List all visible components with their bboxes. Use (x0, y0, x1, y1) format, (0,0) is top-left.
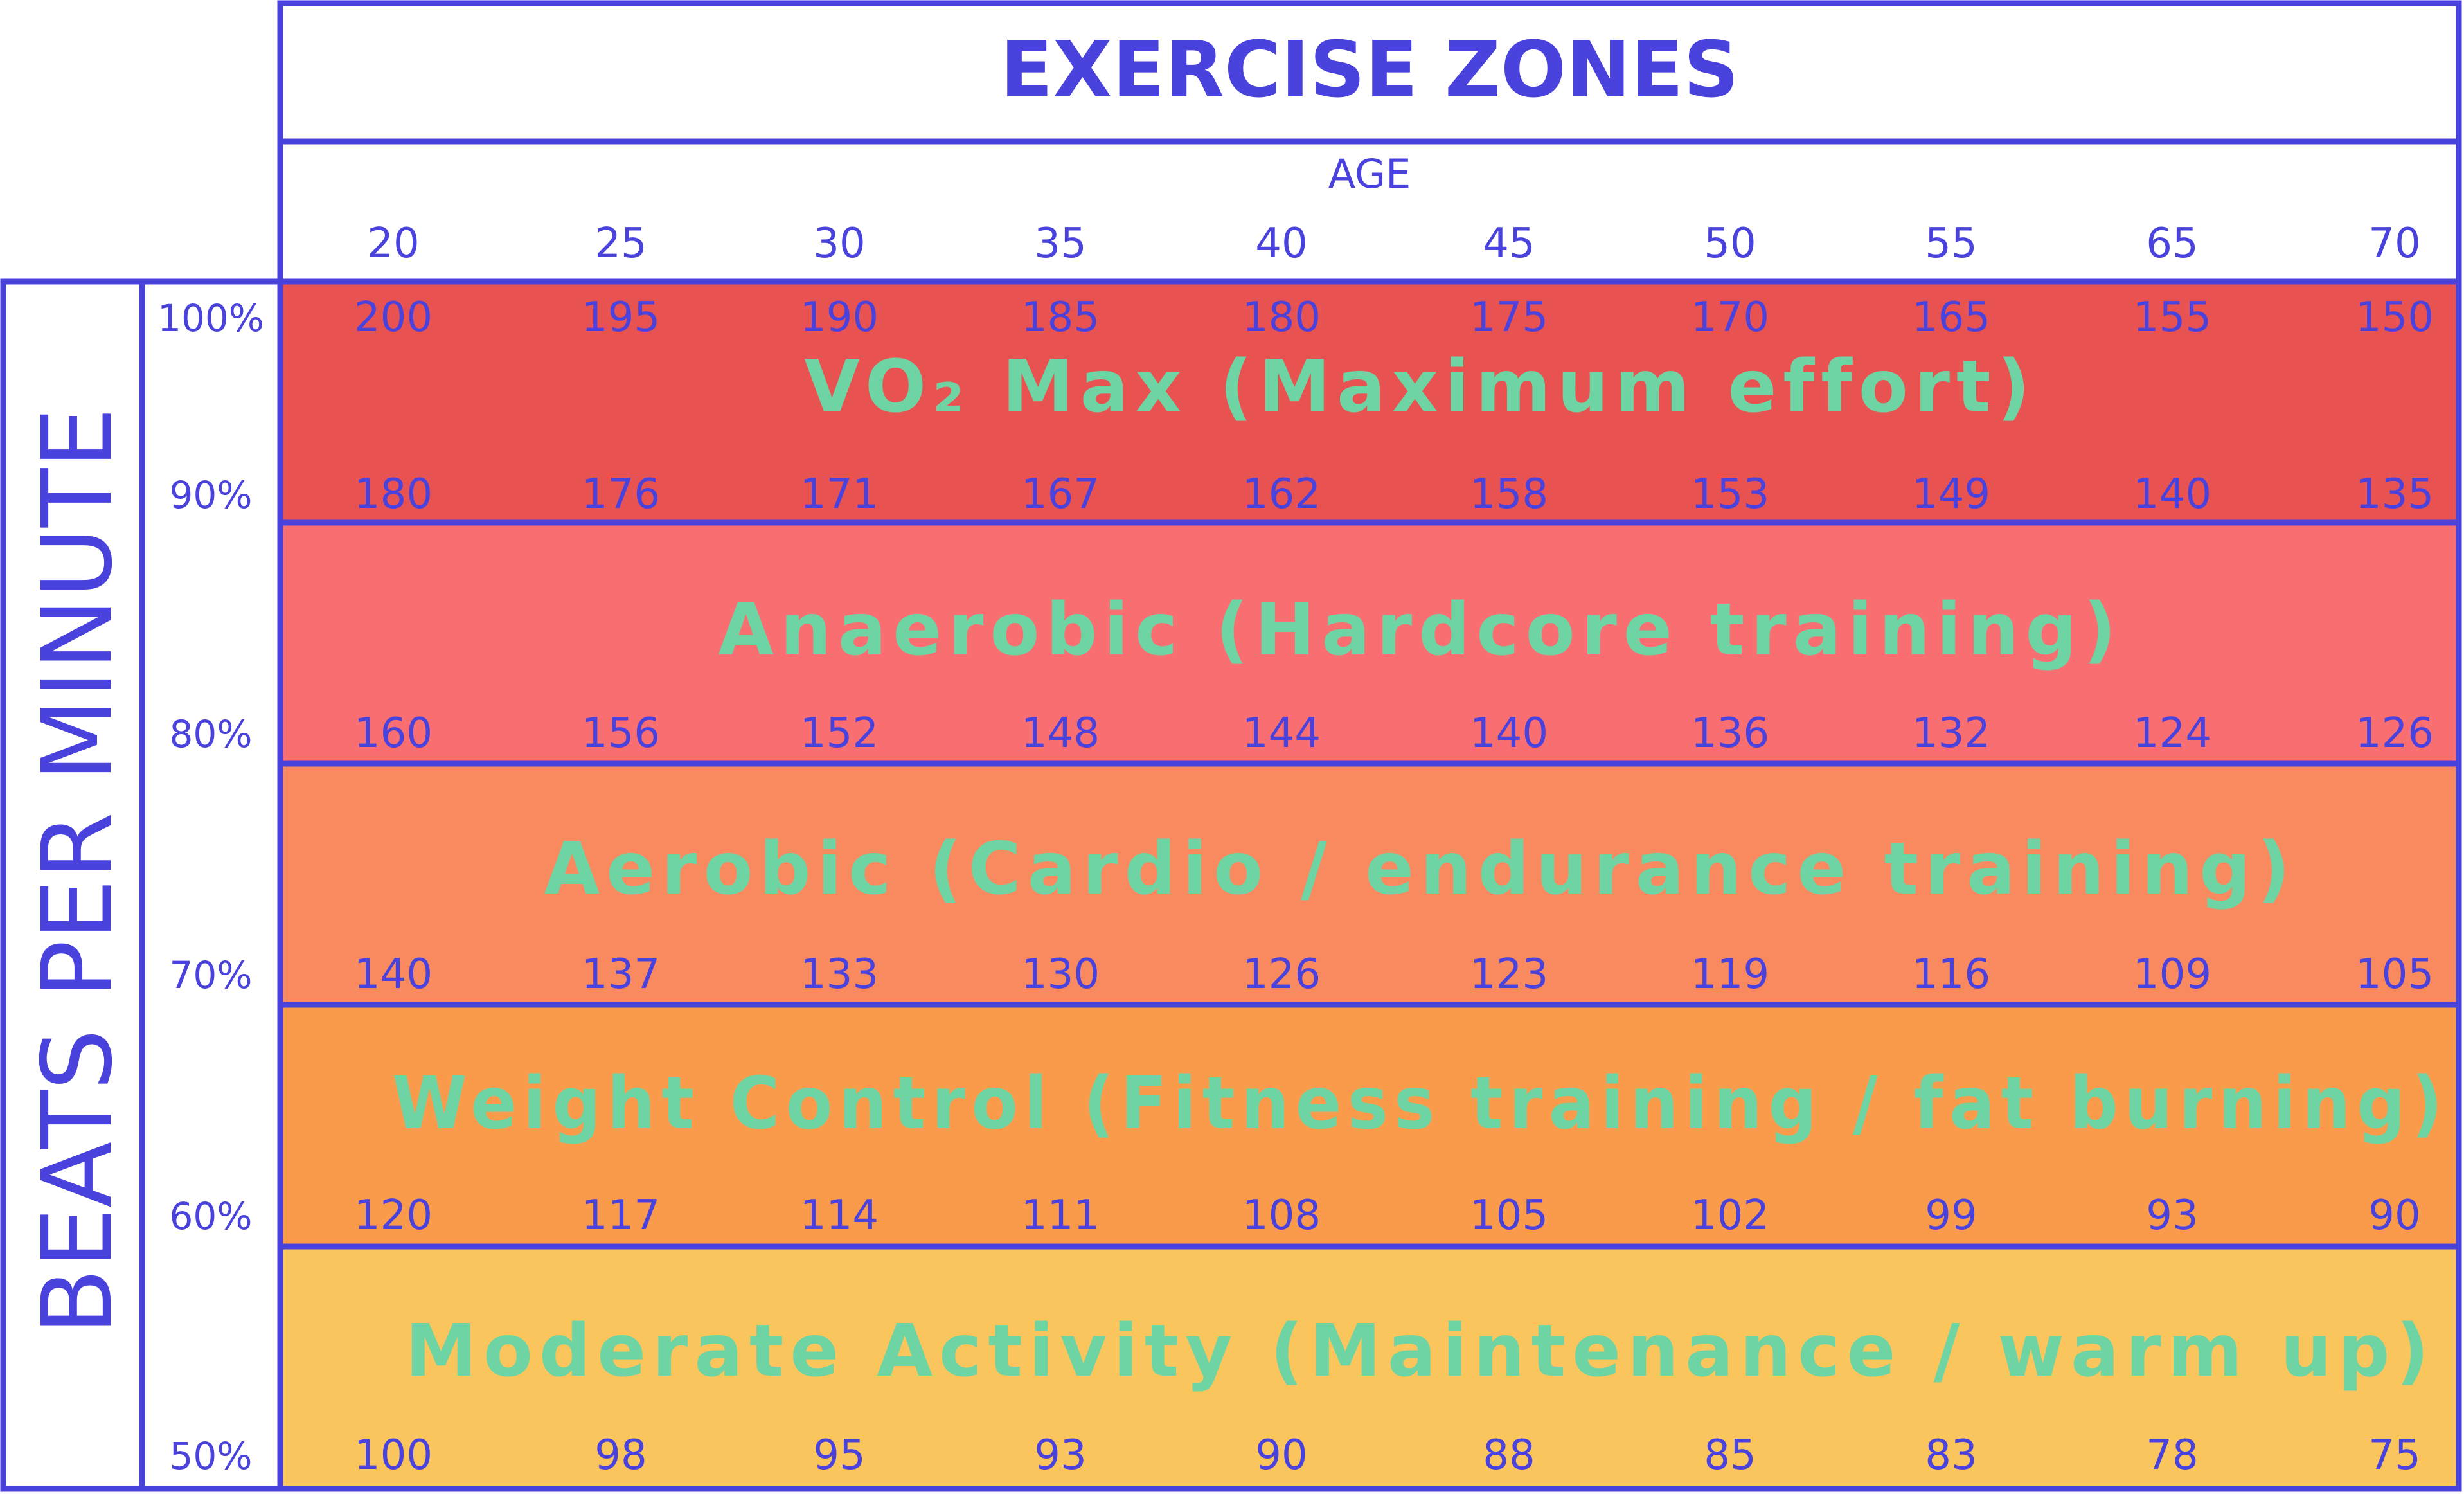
bpm-value: 105 (1470, 1192, 1548, 1239)
bpm-value: 180 (1242, 294, 1321, 341)
bpm-value: 120 (354, 1192, 433, 1239)
y-axis-label: BEATS PER MINUTE (22, 408, 134, 1335)
bpm-value: 111 (1021, 1192, 1100, 1239)
bpm-value: 152 (800, 710, 879, 757)
age-header-box (277, 138, 2462, 285)
bpm-value: 108 (1242, 1192, 1321, 1239)
bpm-value: 85 (1704, 1432, 1756, 1479)
bpm-value: 100 (354, 1432, 433, 1479)
bpm-value: 165 (1912, 294, 1990, 341)
bpm-value: 180 (354, 471, 433, 518)
bpm-value: 105 (2355, 951, 2434, 998)
bpm-value: 158 (1470, 471, 1548, 518)
bpm-value: 155 (2133, 294, 2211, 341)
bpm-value: 185 (1021, 294, 1100, 341)
bpm-value: 119 (1691, 951, 1769, 998)
age-tick-label: 70 (2368, 220, 2420, 267)
bpm-value: 83 (1925, 1432, 1977, 1479)
bpm-value: 149 (1912, 471, 1990, 518)
bpm-value: 90 (1255, 1432, 1307, 1479)
age-tick-label: 65 (2146, 220, 2198, 267)
bpm-value: 132 (1912, 710, 1990, 757)
bpm-value: 175 (1470, 294, 1548, 341)
zone-band (277, 519, 2462, 767)
bpm-value: 98 (594, 1432, 647, 1479)
percent-label: 60% (170, 1194, 253, 1238)
percent-label: 90% (170, 473, 253, 517)
percent-label: 80% (170, 712, 253, 756)
y-axis-label-box (0, 278, 145, 1492)
age-tick-label: 45 (1483, 220, 1535, 267)
zone-band (277, 278, 2462, 526)
bpm-value: 90 (2368, 1192, 2420, 1239)
zone-label: Aerobic (Cardio / endurance training) (544, 827, 2297, 911)
x-axis-label: AGE (1328, 150, 1411, 197)
age-tick-label: 20 (367, 220, 419, 267)
zone-band (277, 760, 2462, 1008)
age-tick-label: 50 (1704, 220, 1756, 267)
bpm-value: 136 (1691, 710, 1769, 757)
bpm-value: 88 (1483, 1432, 1535, 1479)
age-tick-label: 35 (1034, 220, 1086, 267)
bpm-value: 170 (1691, 294, 1769, 341)
bpm-value: 160 (354, 710, 433, 757)
bpm-value: 124 (2133, 710, 2211, 757)
percent-label: 50% (170, 1434, 253, 1478)
bpm-value: 93 (2146, 1192, 2198, 1239)
bpm-value: 126 (2355, 710, 2434, 757)
zone-label: Weight Control (Fitness training / fat b… (392, 1062, 2449, 1146)
bpm-value: 95 (813, 1432, 865, 1479)
bpm-value: 176 (582, 471, 660, 518)
bpm-value: 195 (582, 294, 660, 341)
age-tick-label: 30 (813, 220, 865, 267)
bpm-value: 167 (1021, 471, 1100, 518)
bpm-value: 171 (800, 471, 879, 518)
bpm-value: 140 (2133, 471, 2211, 518)
bpm-value: 140 (1470, 710, 1548, 757)
bpm-value: 190 (800, 294, 879, 341)
bpm-value: 137 (582, 951, 660, 998)
age-tick-label: 55 (1925, 220, 1977, 267)
bpm-value: 114 (800, 1192, 879, 1239)
bpm-value: 116 (1912, 951, 1990, 998)
bpm-value: 133 (800, 951, 879, 998)
bpm-value: 109 (2133, 951, 2211, 998)
zone-label: Anaerobic (Hardcore training) (718, 588, 2122, 672)
bpm-value: 93 (1034, 1432, 1086, 1479)
zone-label: Moderate Activity (Maintenance / warm up… (406, 1310, 2436, 1393)
bpm-value: 102 (1691, 1192, 1769, 1239)
percent-column-box (139, 278, 283, 1492)
bpm-value: 156 (582, 710, 660, 757)
zone-label: VO₂ Max (Maximum effort) (804, 345, 2037, 429)
bpm-value: 150 (2355, 294, 2434, 341)
bpm-value: 135 (2355, 471, 2434, 518)
bpm-value: 123 (1470, 951, 1548, 998)
bpm-value: 130 (1021, 951, 1100, 998)
percent-label: 70% (170, 953, 253, 997)
bpm-value: 75 (2368, 1432, 2420, 1479)
bpm-value: 117 (582, 1192, 660, 1239)
bpm-value: 126 (1242, 951, 1321, 998)
age-tick-label: 25 (594, 220, 647, 267)
bpm-value: 144 (1242, 710, 1321, 757)
chart-title: EXERCISE ZONES (1000, 26, 1739, 115)
age-tick-label: 40 (1255, 220, 1307, 267)
percent-label: 100% (157, 296, 264, 340)
bpm-value: 140 (354, 951, 433, 998)
bpm-value: 200 (354, 294, 433, 341)
bpm-value: 99 (1925, 1192, 1977, 1239)
bpm-value: 148 (1021, 710, 1100, 757)
bpm-value: 153 (1691, 471, 1769, 518)
bpm-value: 78 (2146, 1432, 2198, 1479)
bpm-value: 162 (1242, 471, 1321, 518)
zones-frame (277, 278, 2462, 1492)
